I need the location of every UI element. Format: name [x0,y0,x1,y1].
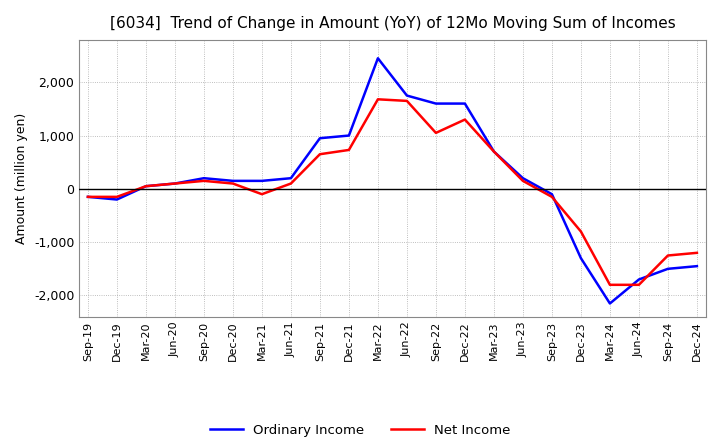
Net Income [431,130,440,136]
Net Income [258,191,266,197]
Net Income [171,181,179,186]
Ordinary Income [142,183,150,189]
Y-axis label: Amount (million yen): Amount (million yen) [15,113,28,244]
Net Income [548,194,557,199]
Net Income [490,149,498,154]
Ordinary Income [258,178,266,183]
Ordinary Income [374,55,382,61]
Net Income [112,194,121,199]
Ordinary Income [171,181,179,186]
Ordinary Income [461,101,469,106]
Ordinary Income [228,178,237,183]
Ordinary Income [402,93,411,98]
Line: Ordinary Income: Ordinary Income [88,58,697,304]
Net Income [345,147,354,153]
Ordinary Income [548,191,557,197]
Ordinary Income [490,149,498,154]
Ordinary Income [287,176,295,181]
Ordinary Income [199,176,208,181]
Ordinary Income [315,136,324,141]
Legend: Ordinary Income, Net Income: Ordinary Income, Net Income [204,418,516,440]
Ordinary Income [431,101,440,106]
Ordinary Income [112,197,121,202]
Net Income [664,253,672,258]
Ordinary Income [606,301,614,306]
Ordinary Income [84,194,92,199]
Net Income [287,181,295,186]
Net Income [84,194,92,199]
Net Income [142,183,150,189]
Net Income [577,229,585,234]
Net Income [693,250,701,256]
Net Income [199,178,208,183]
Net Income [518,178,527,183]
Title: [6034]  Trend of Change in Amount (YoY) of 12Mo Moving Sum of Incomes: [6034] Trend of Change in Amount (YoY) o… [109,16,675,32]
Ordinary Income [518,176,527,181]
Ordinary Income [634,277,643,282]
Net Income [374,97,382,102]
Ordinary Income [345,133,354,138]
Ordinary Income [693,264,701,269]
Ordinary Income [577,256,585,261]
Net Income [228,181,237,186]
Line: Net Income: Net Income [88,99,697,285]
Net Income [461,117,469,122]
Net Income [606,282,614,287]
Net Income [315,151,324,157]
Net Income [634,282,643,287]
Ordinary Income [664,266,672,271]
Net Income [402,98,411,103]
